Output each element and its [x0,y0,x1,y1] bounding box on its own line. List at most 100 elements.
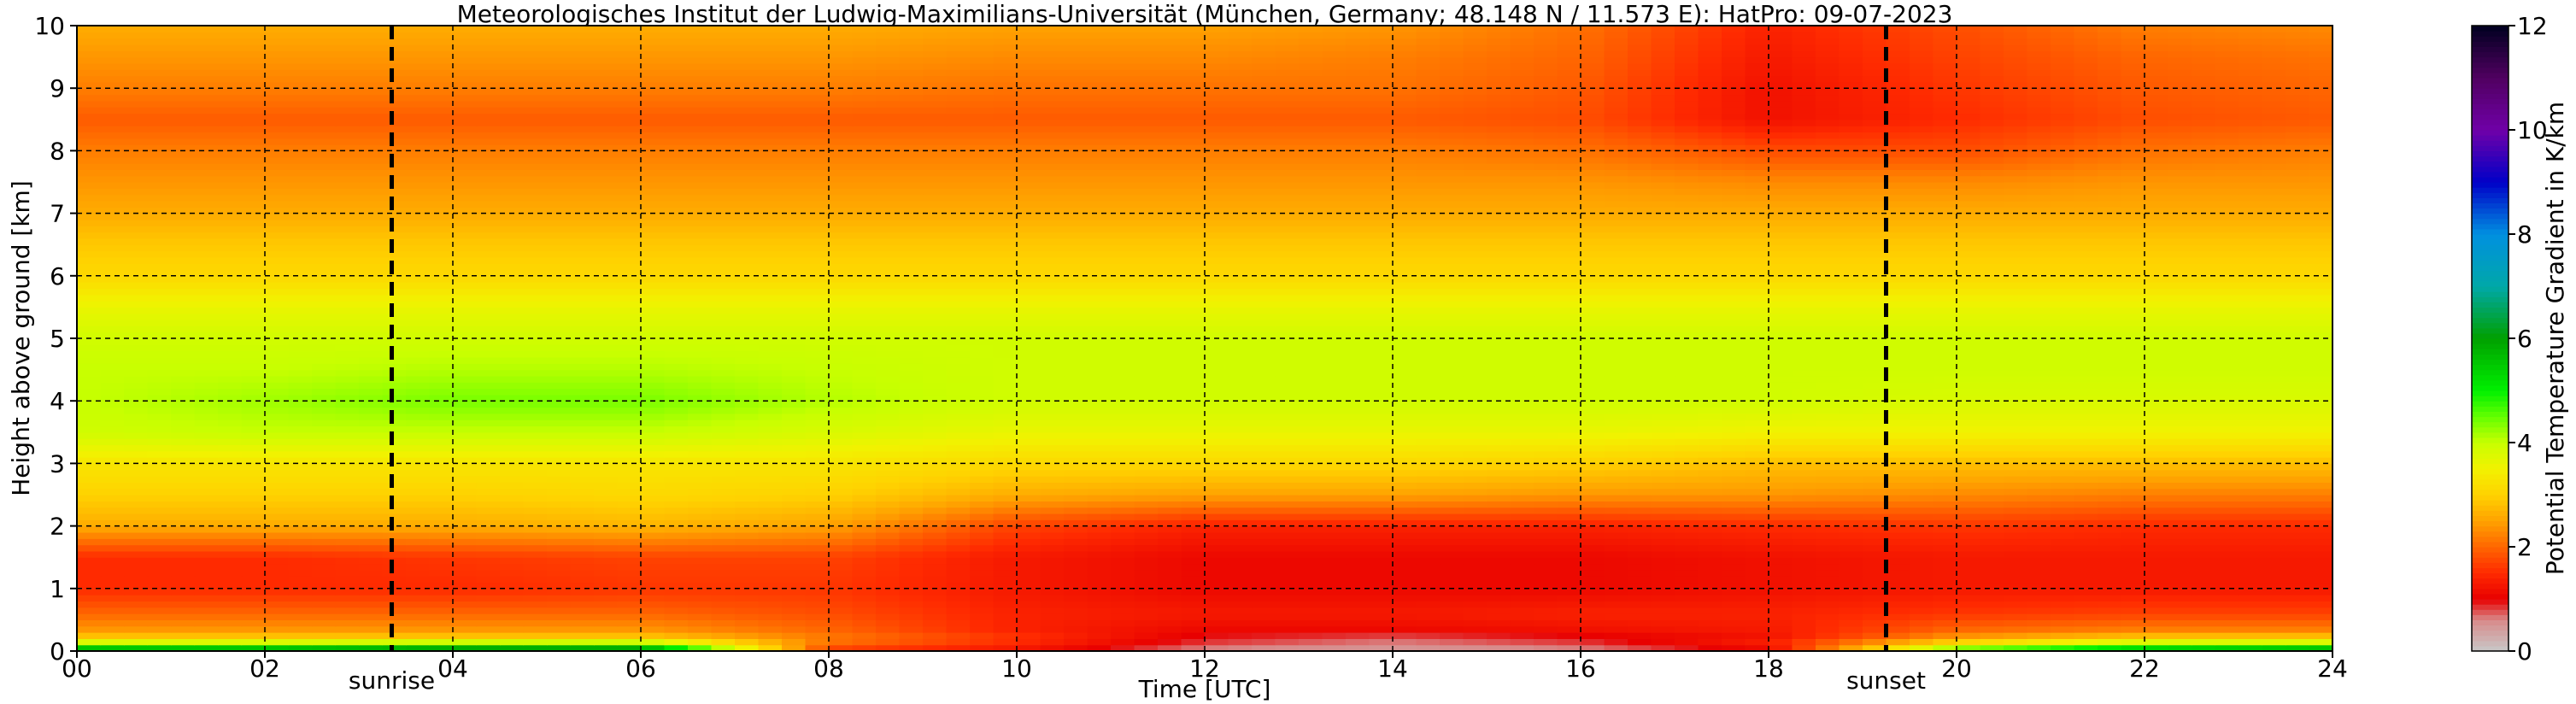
heatmap-cell [77,457,102,464]
heatmap-cell [1628,401,1652,408]
heatmap-cell [265,356,290,364]
heatmap-cell [1369,463,1394,471]
heatmap-cell [147,495,172,502]
heatmap-cell [1839,644,1863,652]
heatmap-cell [1581,463,1605,471]
heatmap-cell [1205,538,1229,546]
heatmap-cell [617,401,642,408]
heatmap-cell [241,369,266,377]
heatmap-cell [124,363,149,371]
heatmap-cell [2004,356,2028,364]
heatmap-cell [2262,457,2286,464]
heatmap-cell [2309,557,2333,565]
heatmap-cell [2286,525,2310,533]
heatmap-cell [1346,644,1370,652]
heatmap-cell [429,576,454,584]
heatmap-cell [2262,331,2286,339]
heatmap-cell [2239,444,2263,452]
heatmap-cell [594,538,619,546]
heatmap-cell [335,438,360,446]
heatmap-cell [1722,344,1746,352]
heatmap-cell [1745,525,1769,533]
heatmap-cell [265,350,290,358]
heatmap-cell [476,607,501,614]
heatmap-cell [1675,469,1699,477]
heatmap-cell [970,525,995,533]
heatmap-cell [523,632,548,639]
heatmap-cell [852,463,877,471]
heatmap-cell [1910,394,1934,402]
heatmap-cell [265,425,290,433]
heatmap-cell [547,388,572,396]
heatmap-cell [1181,425,1206,433]
heatmap-cell [2027,331,2051,339]
heatmap-cell [2262,344,2286,352]
heatmap-cell [1581,601,1605,608]
heatmap-cell [1181,582,1206,590]
heatmap-cell [2262,438,2286,446]
heatmap-cell [1064,588,1088,595]
heatmap-cell [194,326,219,333]
heatmap-cell [2051,419,2075,427]
heatmap-cell [1722,488,1746,496]
heatmap-cell [2027,632,2051,639]
heatmap-cell [923,513,948,520]
heatmap-cell [1040,563,1065,571]
heatmap-cell [1017,588,1042,595]
heatmap-cell [2027,569,2051,577]
heatmap-cell [1487,401,1511,408]
heatmap-cell [1416,469,1441,477]
heatmap-cell [1933,507,1957,514]
heatmap-cell [1933,595,1957,602]
heatmap-cell [1299,438,1323,446]
heatmap-cell [2286,619,2310,627]
heatmap-cell [594,469,619,477]
heatmap-cell [2074,613,2098,620]
heatmap-cell [594,444,619,452]
heatmap-cell [100,588,125,595]
heatmap-cell [2074,476,2098,483]
heatmap-cell [100,388,125,396]
heatmap-cell [265,601,290,608]
heatmap-cell [453,501,478,508]
heatmap-cell [1933,469,1957,477]
heatmap-cell [1722,382,1746,390]
heatmap-cell [523,531,548,539]
heatmap-cell [1440,488,1464,496]
heatmap-cell [1698,632,1722,639]
heatmap-cell [382,607,407,614]
heatmap-cell [1346,613,1370,620]
heatmap-cell [218,569,243,577]
heatmap-cell [1557,569,1581,577]
heatmap-cell [500,569,525,577]
heatmap-cell [1816,356,1840,364]
heatmap-cell [2309,350,2333,358]
heatmap-cell [1839,531,1863,539]
heatmap-cell [476,338,501,345]
heatmap-cell [923,407,948,414]
heatmap-cell [2004,595,2028,602]
heatmap-cell [2145,382,2169,390]
heatmap-cell [2239,625,2263,633]
heatmap-cell [1181,413,1206,420]
heatmap-cell [2027,388,2051,396]
heatmap-cell [1487,438,1511,446]
heatmap-cell [265,550,290,558]
heatmap-cell [829,350,854,358]
heatmap-cell [1957,431,1981,439]
heatmap-cell [335,457,360,464]
heatmap-cell [735,401,760,408]
heatmap-cell [476,444,501,452]
heatmap-cell [923,401,948,408]
heatmap-cell [1487,544,1511,552]
heatmap-cell [711,544,736,552]
heatmap-cell [2168,507,2192,514]
heatmap-cell [1839,563,1863,571]
heatmap-cell [406,431,431,439]
heatmap-cell [1440,338,1464,345]
heatmap-cell [2121,457,2145,464]
heatmap-cell [946,513,971,520]
heatmap-cell [2239,557,2263,565]
heatmap-cell [124,419,149,427]
heatmap-cell [171,613,196,620]
